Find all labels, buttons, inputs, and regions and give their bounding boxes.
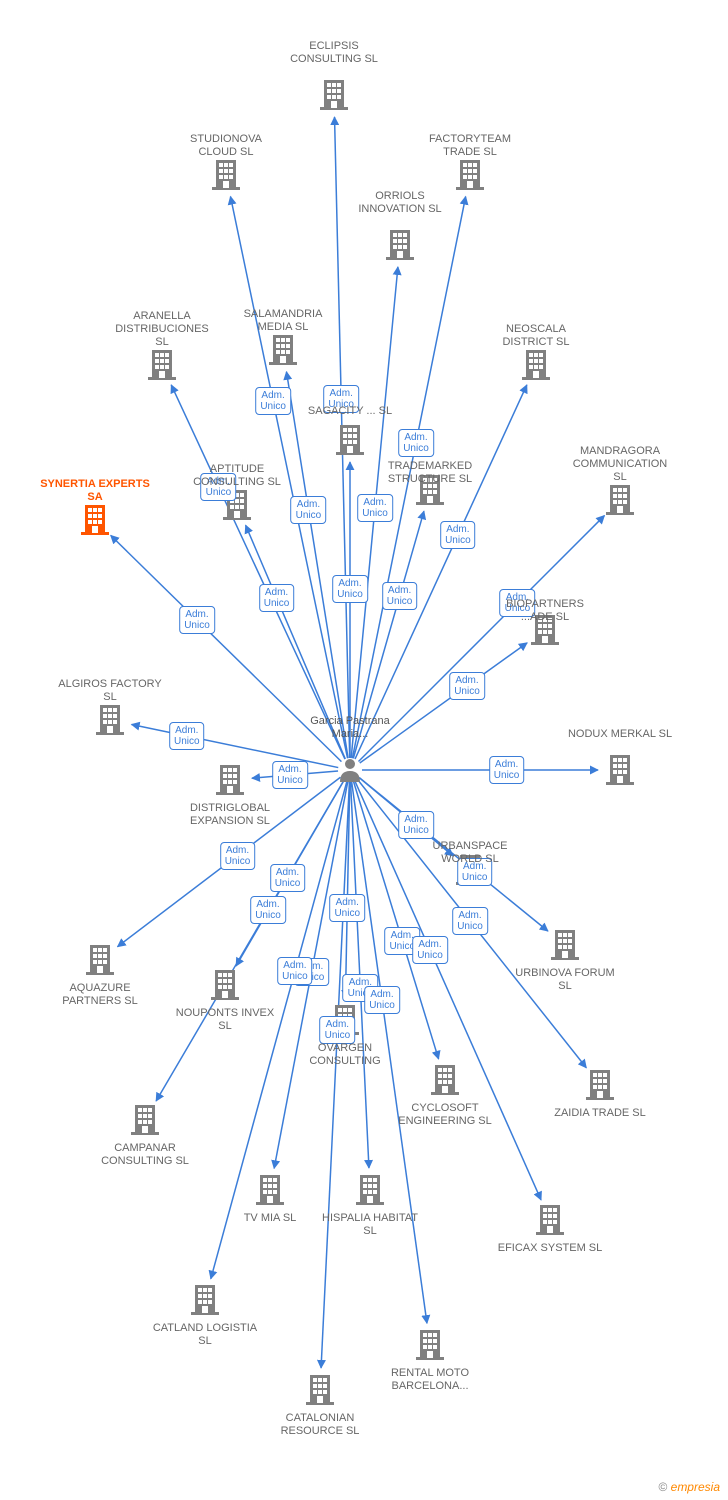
building-icon bbox=[586, 1070, 614, 1100]
company-node-zaidia[interactable] bbox=[586, 1070, 614, 1100]
building-icon bbox=[216, 765, 244, 795]
attribution-text: empresia bbox=[671, 1480, 720, 1494]
copyright-symbol: © bbox=[658, 1480, 667, 1494]
edge-factoryteam bbox=[352, 197, 465, 759]
building-icon bbox=[456, 855, 484, 885]
person-icon bbox=[340, 759, 360, 782]
company-node-salamandria[interactable] bbox=[269, 335, 297, 365]
company-node-campanar[interactable] bbox=[131, 1105, 159, 1135]
building-icon bbox=[416, 1330, 444, 1360]
edge-campanar bbox=[156, 780, 344, 1101]
edge-tvmia bbox=[274, 782, 348, 1169]
building-icon bbox=[86, 945, 114, 975]
edge-eficax bbox=[355, 781, 541, 1200]
company-node-factoryteam[interactable] bbox=[456, 160, 484, 190]
edge-trademarked bbox=[353, 511, 424, 758]
company-node-nodux[interactable] bbox=[606, 755, 634, 785]
building-icon bbox=[331, 1005, 359, 1035]
company-node-synertia[interactable] bbox=[81, 505, 109, 535]
building-icon bbox=[131, 1105, 159, 1135]
company-node-distriglobal[interactable] bbox=[216, 765, 244, 795]
company-node-sagacity[interactable] bbox=[336, 425, 364, 455]
company-node-eclipsis[interactable] bbox=[320, 80, 348, 110]
building-icon bbox=[191, 1285, 219, 1315]
building-icon bbox=[606, 485, 634, 515]
edge-distriglobal bbox=[252, 771, 338, 778]
company-node-mandragora[interactable] bbox=[606, 485, 634, 515]
building-icon bbox=[212, 160, 240, 190]
building-icon bbox=[536, 1205, 564, 1235]
company-node-eficax[interactable] bbox=[536, 1205, 564, 1235]
company-node-ovargen[interactable] bbox=[331, 1005, 359, 1035]
building-icon bbox=[211, 970, 239, 1000]
building-icon bbox=[269, 335, 297, 365]
building-icon bbox=[223, 490, 251, 520]
building-icon bbox=[416, 475, 444, 505]
edge-biopartners bbox=[360, 643, 527, 763]
building-icon bbox=[431, 1065, 459, 1095]
company-node-studionova[interactable] bbox=[212, 160, 240, 190]
company-node-urbinova[interactable] bbox=[551, 930, 579, 960]
network-canvas bbox=[0, 0, 728, 1500]
center-person-node[interactable] bbox=[340, 759, 360, 782]
building-icon bbox=[606, 755, 634, 785]
edge-cyclosoft bbox=[354, 781, 439, 1058]
company-node-aranella[interactable] bbox=[148, 350, 176, 380]
building-icon bbox=[306, 1375, 334, 1405]
building-icon bbox=[81, 505, 109, 535]
building-icon bbox=[456, 160, 484, 190]
edge-catalonian bbox=[321, 782, 349, 1368]
edge-aquazure bbox=[118, 777, 341, 946]
building-icon bbox=[551, 930, 579, 960]
edge-studionova bbox=[230, 197, 347, 759]
building-icon bbox=[386, 230, 414, 260]
building-icon bbox=[96, 705, 124, 735]
building-icon bbox=[336, 425, 364, 455]
building-icon bbox=[256, 1175, 284, 1205]
company-node-catalonian[interactable] bbox=[306, 1375, 334, 1405]
building-icon bbox=[148, 350, 176, 380]
company-node-orriols[interactable] bbox=[386, 230, 414, 260]
company-node-biopartners[interactable] bbox=[531, 615, 559, 645]
company-node-tvmia[interactable] bbox=[256, 1175, 284, 1205]
company-node-trademarked[interactable] bbox=[416, 475, 444, 505]
building-icon bbox=[531, 615, 559, 645]
company-node-catland[interactable] bbox=[191, 1285, 219, 1315]
edge-mandragora bbox=[358, 516, 604, 762]
company-node-algiros[interactable] bbox=[96, 705, 124, 735]
building-icon bbox=[522, 350, 550, 380]
company-node-rental[interactable] bbox=[416, 1330, 444, 1360]
company-node-urbanspace[interactable] bbox=[456, 855, 484, 885]
company-node-hispalia[interactable] bbox=[356, 1175, 384, 1205]
edge-zaidia bbox=[357, 779, 586, 1067]
attribution: © empresia bbox=[658, 1480, 720, 1494]
building-icon bbox=[356, 1175, 384, 1205]
company-node-nouponts[interactable] bbox=[211, 970, 239, 1000]
company-node-aquazure[interactable] bbox=[86, 945, 114, 975]
company-node-aptitude[interactable] bbox=[223, 490, 251, 520]
company-node-neoscala[interactable] bbox=[522, 350, 550, 380]
building-icon bbox=[320, 80, 348, 110]
company-node-cyclosoft[interactable] bbox=[431, 1065, 459, 1095]
edge-algiros bbox=[132, 724, 339, 767]
